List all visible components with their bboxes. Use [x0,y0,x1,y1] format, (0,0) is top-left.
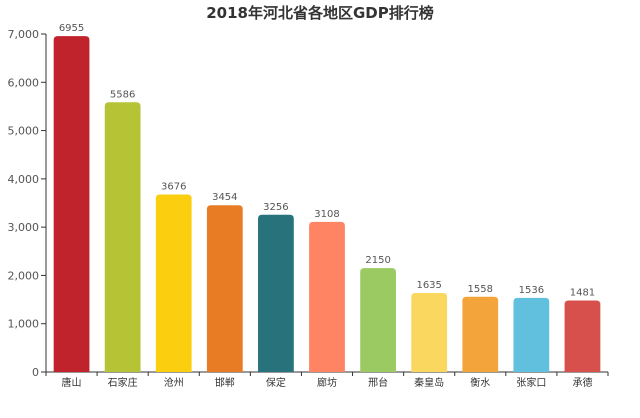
y-tick-label: 6,000 [8,76,40,89]
chart-title: 2018年河北省各地区GDP排行榜 [206,4,434,22]
bar [258,214,294,372]
data-label: 1558 [468,284,493,295]
data-label: 3256 [263,202,288,213]
bars: 6955 5586 3676 3454 3256 3108 2150 1635 1558 1536… [53,23,601,373]
bar [360,268,396,372]
bar [564,300,601,372]
data-label: 1536 [519,285,544,296]
y-tick-label: 4,000 [8,173,40,186]
x-tick-label: 邯郸 [215,376,235,389]
bar [104,102,141,372]
data-label: 5586 [110,89,135,100]
bar [411,293,448,372]
x-tick-label: 承德 [572,376,592,389]
y-tick-label: 7,000 [8,28,40,41]
y-axis: 0 1,000 2,000 3,000 4,000 5,000 6,000 7,000 [8,28,47,379]
y-tick-label: 0 [32,366,39,379]
x-tick-label: 张家口 [516,376,546,389]
x-tick-label: 邢台 [368,376,388,389]
data-label: 6955 [59,23,84,34]
data-label: 3108 [314,209,339,220]
x-tick-label: 沧州 [164,376,184,389]
y-tick-label: 1,000 [8,318,40,331]
bar [206,205,243,372]
y-tick-label: 2,000 [8,269,40,282]
x-tick-label: 衡水 [470,377,490,389]
data-label: 3454 [212,192,237,203]
x-axis: 唐山 石家庄 沧州 邯郸 保定 廊坊 邢台 秦皇岛 衡水 张家口 承德 [45,371,609,389]
x-tick-label: 秦皇岛 [414,376,444,389]
bar [155,194,192,372]
data-label: 3676 [161,182,186,193]
x-tick-label: 唐山 [62,376,82,389]
bar [513,297,550,372]
y-tick-label: 5,000 [8,125,40,138]
bar [53,36,90,373]
y-tick-label: 3,000 [8,221,40,234]
data-label: 1481 [570,287,595,298]
bar [462,296,499,372]
data-label: 1635 [416,280,441,291]
data-label: 2150 [365,255,390,266]
x-tick-label: 廊坊 [317,376,337,389]
x-tick-label: 石家庄 [108,376,138,389]
x-tick-label: 保定 [266,376,286,389]
bar [309,221,345,372]
